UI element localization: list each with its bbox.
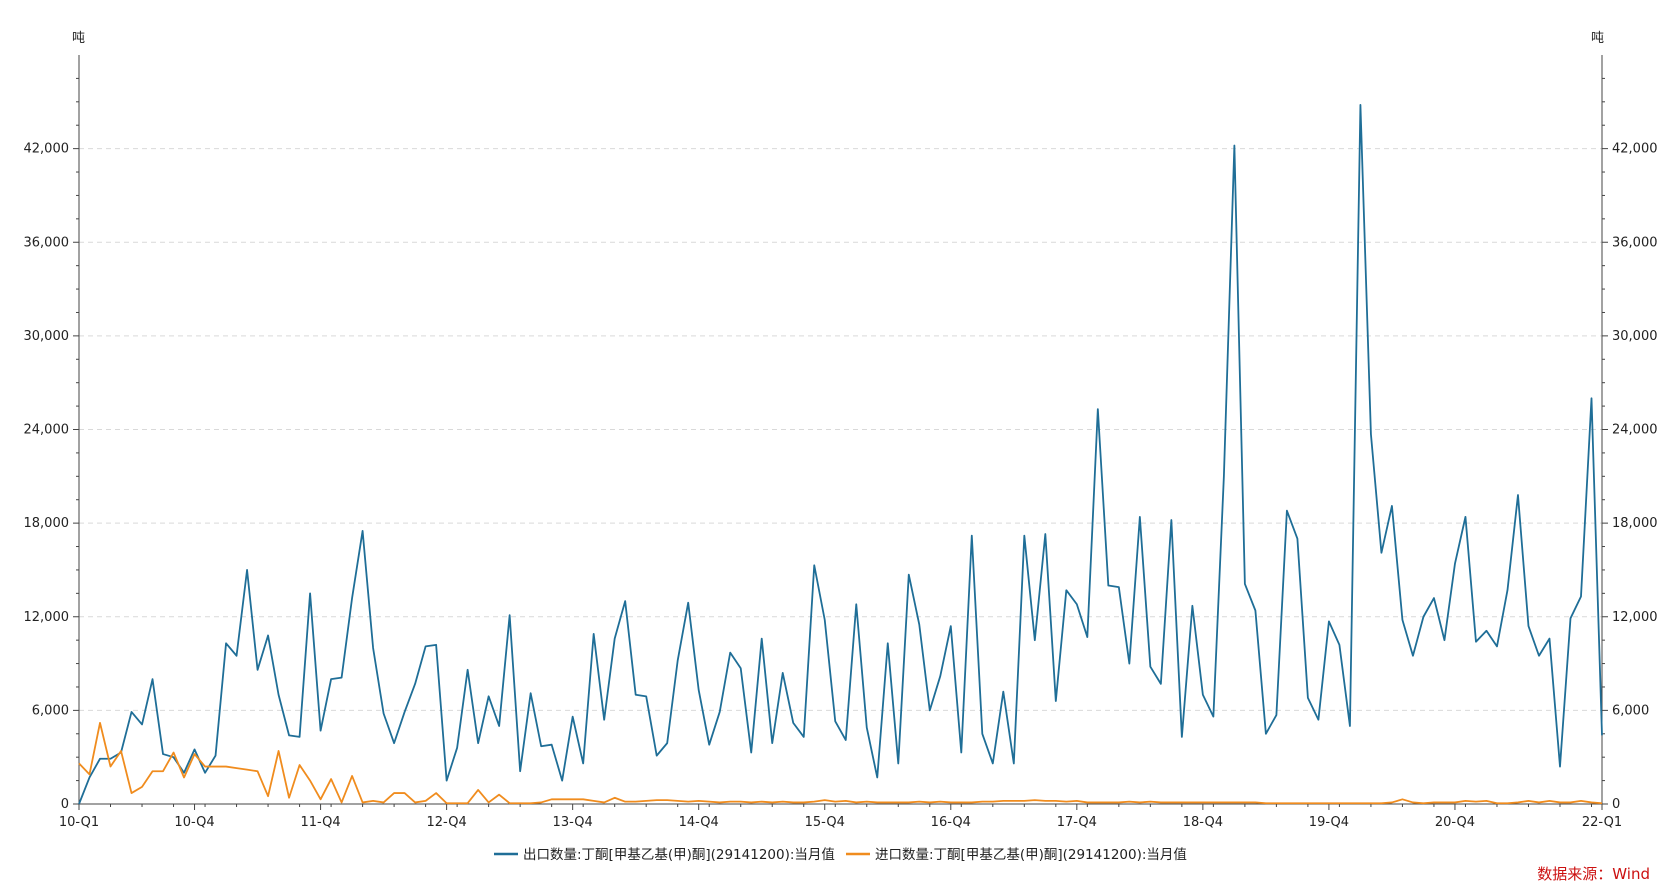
right-y-tick-label: 18,000 xyxy=(1612,516,1658,531)
right-y-tick-label: 42,000 xyxy=(1612,142,1658,157)
x-tick-label: 19-Q4 xyxy=(1309,815,1349,830)
x-tick-label: 13-Q4 xyxy=(553,815,593,830)
right-y-unit-label: 吨 xyxy=(1591,31,1604,46)
left-y-tick-label: 12,000 xyxy=(24,610,70,625)
series-lines xyxy=(78,104,1603,805)
left-y-tick-label: 24,000 xyxy=(24,423,70,438)
series-line-import xyxy=(78,721,1603,805)
right-y-tick-label: 6,000 xyxy=(1612,703,1649,718)
legend-label-import: 进口数量:丁酮[甲基乙基(甲)酮](29141200):当月值 xyxy=(875,846,1187,863)
right-y-ticks: 0 6,000 12,000 18,000 24,000 30,000 36,000 42,0… xyxy=(1602,77,1658,812)
x-tick-label: 16-Q4 xyxy=(931,815,971,830)
x-axis-ticks: 10-Q1 10-Q4 11-Q4 12-Q4 13-Q4 14-Q4 15-Q4 16-Q4… xyxy=(59,804,1622,830)
x-tick-label: 12-Q4 xyxy=(427,815,467,830)
right-y-tick-label: 0 xyxy=(1612,797,1620,812)
x-tick-label: 11-Q4 xyxy=(300,815,340,830)
x-tick-label: 20-Q4 xyxy=(1435,815,1475,830)
right-y-tick-label: 24,000 xyxy=(1612,423,1658,438)
left-y-tick-label: 30,000 xyxy=(24,329,70,344)
left-y-ticks: 0 6,000 12,000 18,000 24,000 30,000 36,000 42,0… xyxy=(24,77,79,812)
x-tick-label: 15-Q4 xyxy=(805,815,845,830)
series-line-export xyxy=(78,104,1603,805)
left-y-tick-label: 0 xyxy=(61,797,69,812)
gridlines xyxy=(79,148,1602,711)
source-label: 数据来源：Wind xyxy=(1537,865,1650,883)
right-y-tick-label: 36,000 xyxy=(1612,235,1658,250)
left-y-tick-label: 42,000 xyxy=(24,142,70,157)
left-y-unit-label: 吨 xyxy=(72,31,85,46)
x-tick-label: 10-Q1 xyxy=(59,815,99,830)
x-tick-label: 18-Q4 xyxy=(1183,815,1223,830)
legend: 出口数量:丁酮[甲基乙基(甲)酮](29141200):当月值 进口数量:丁酮[… xyxy=(494,846,1187,863)
x-tick-label: 14-Q4 xyxy=(679,815,719,830)
left-y-tick-label: 6,000 xyxy=(32,703,69,718)
right-y-tick-label: 30,000 xyxy=(1612,329,1658,344)
right-y-tick-label: 12,000 xyxy=(1612,610,1658,625)
x-tick-label: 22-Q1 xyxy=(1582,815,1622,830)
legend-label-export: 出口数量:丁酮[甲基乙基(甲)酮](29141200):当月值 xyxy=(523,846,835,863)
x-tick-label: 10-Q4 xyxy=(174,815,214,830)
left-y-tick-label: 36,000 xyxy=(24,235,70,250)
x-tick-label: 17-Q4 xyxy=(1057,815,1097,830)
left-y-tick-label: 18,000 xyxy=(24,516,70,531)
